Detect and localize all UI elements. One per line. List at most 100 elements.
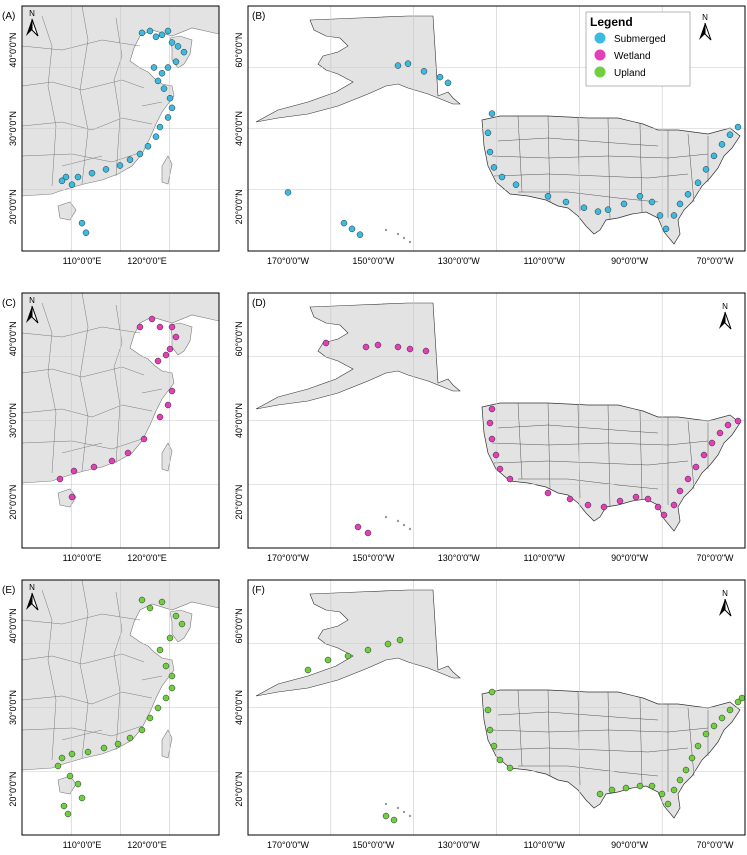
sample-point bbox=[88, 169, 96, 177]
hawaii-island bbox=[408, 814, 412, 818]
sample-point bbox=[726, 131, 734, 138]
sample-point bbox=[172, 333, 180, 341]
sample-point bbox=[284, 189, 292, 196]
sample-point bbox=[156, 123, 164, 131]
north-label: N bbox=[702, 13, 708, 22]
hawaii-island bbox=[408, 240, 412, 244]
sample-point bbox=[158, 70, 166, 77]
panel-frame bbox=[247, 292, 746, 549]
hawaii-island bbox=[384, 802, 388, 806]
sample-point bbox=[78, 219, 86, 227]
sample-point bbox=[700, 451, 708, 459]
land-alaska bbox=[255, 15, 461, 123]
panel-label: (A) bbox=[2, 11, 15, 22]
sample-point bbox=[594, 208, 602, 215]
province-border bbox=[79, 293, 89, 472]
sample-point bbox=[488, 688, 496, 696]
panel-label: (D) bbox=[252, 298, 266, 309]
panel-label: (F) bbox=[252, 585, 265, 596]
sample-point bbox=[164, 27, 172, 35]
hawaii-island bbox=[396, 232, 400, 236]
land-alaska bbox=[255, 589, 461, 697]
sample-point bbox=[710, 152, 718, 160]
panel-map-layer bbox=[248, 580, 745, 835]
x-tick-label: 150°0'0"W bbox=[352, 840, 395, 850]
sample-point bbox=[394, 343, 402, 351]
province-border bbox=[41, 15, 57, 187]
province-border bbox=[113, 304, 123, 464]
sample-point bbox=[356, 231, 364, 238]
sample-point bbox=[152, 133, 160, 140]
sample-point bbox=[374, 341, 382, 349]
sample-point bbox=[136, 150, 144, 158]
sample-point bbox=[354, 523, 362, 531]
sample-point bbox=[348, 225, 356, 233]
legend-swatch bbox=[594, 66, 606, 78]
sample-point bbox=[60, 802, 68, 810]
north-arrow-left bbox=[719, 312, 725, 329]
sample-point bbox=[146, 714, 154, 722]
sample-point bbox=[710, 722, 718, 730]
sample-point bbox=[604, 206, 612, 213]
y-tick-label: 20°0'0"N bbox=[234, 772, 244, 807]
north-arrow-left bbox=[26, 19, 32, 36]
sample-point bbox=[54, 762, 62, 770]
province-border bbox=[22, 725, 143, 737]
sample-point bbox=[436, 73, 444, 81]
sample-point bbox=[490, 164, 498, 171]
sample-point bbox=[102, 166, 110, 173]
sample-point bbox=[636, 782, 644, 790]
legend-item-label: Submerged bbox=[614, 34, 666, 45]
province-border bbox=[79, 580, 89, 759]
sample-point bbox=[648, 198, 656, 206]
sample-point bbox=[616, 497, 624, 505]
province-border bbox=[22, 151, 143, 163]
x-tick-label: 170°0'0"W bbox=[267, 553, 310, 563]
y-tick-label: 60°0'0"N bbox=[234, 321, 244, 356]
sample-point bbox=[656, 212, 664, 219]
north-arrow-icon: N bbox=[719, 302, 732, 330]
sample-point bbox=[676, 487, 684, 495]
sample-point bbox=[702, 730, 710, 738]
sample-point bbox=[162, 351, 170, 359]
sample-point bbox=[512, 181, 520, 188]
sample-point bbox=[490, 742, 498, 750]
y-tick-label: 40°0'0"N bbox=[8, 33, 18, 68]
sample-point bbox=[422, 347, 430, 355]
sample-point bbox=[718, 714, 726, 722]
north-label: N bbox=[722, 589, 728, 598]
north-arrow-icon: N bbox=[26, 9, 39, 37]
map-panel-c: (C) 40°0'0"N 30°0'0"N 20°0'0"N 110°0'0"E 120°… bbox=[2, 292, 220, 563]
sample-point bbox=[78, 794, 86, 802]
panel-label: (E) bbox=[2, 585, 15, 596]
state-border bbox=[518, 478, 659, 490]
y-tick-label: 60°0'0"N bbox=[234, 33, 244, 68]
province-border bbox=[113, 17, 123, 177]
panel-frame bbox=[21, 292, 220, 549]
state-border bbox=[497, 711, 659, 721]
north-arrow-left bbox=[26, 306, 32, 323]
province-border bbox=[79, 6, 89, 185]
sample-points bbox=[304, 636, 745, 824]
north-arrow-left bbox=[699, 23, 705, 40]
sample-point bbox=[158, 31, 166, 39]
north-arrow-icon: N bbox=[26, 583, 39, 611]
state-border bbox=[518, 765, 659, 777]
sample-point bbox=[74, 173, 82, 181]
sample-points bbox=[322, 339, 742, 537]
sample-point bbox=[162, 694, 170, 702]
sample-points bbox=[54, 596, 186, 818]
sample-point bbox=[74, 780, 82, 788]
sample-point bbox=[608, 786, 616, 794]
sample-point bbox=[488, 110, 496, 117]
sample-point bbox=[396, 636, 404, 644]
sample-point bbox=[486, 419, 494, 427]
panel-map-layer bbox=[22, 580, 219, 835]
sample-point bbox=[406, 345, 414, 353]
sample-point bbox=[362, 343, 370, 351]
map-panel-e: (E) 40°0'0"N 30°0'0"N 20°0'0"N 110°0'0"E 120°… bbox=[2, 579, 220, 850]
sample-point bbox=[62, 173, 70, 181]
state-border bbox=[497, 137, 659, 147]
sample-point bbox=[584, 501, 592, 509]
state-border bbox=[493, 460, 689, 466]
